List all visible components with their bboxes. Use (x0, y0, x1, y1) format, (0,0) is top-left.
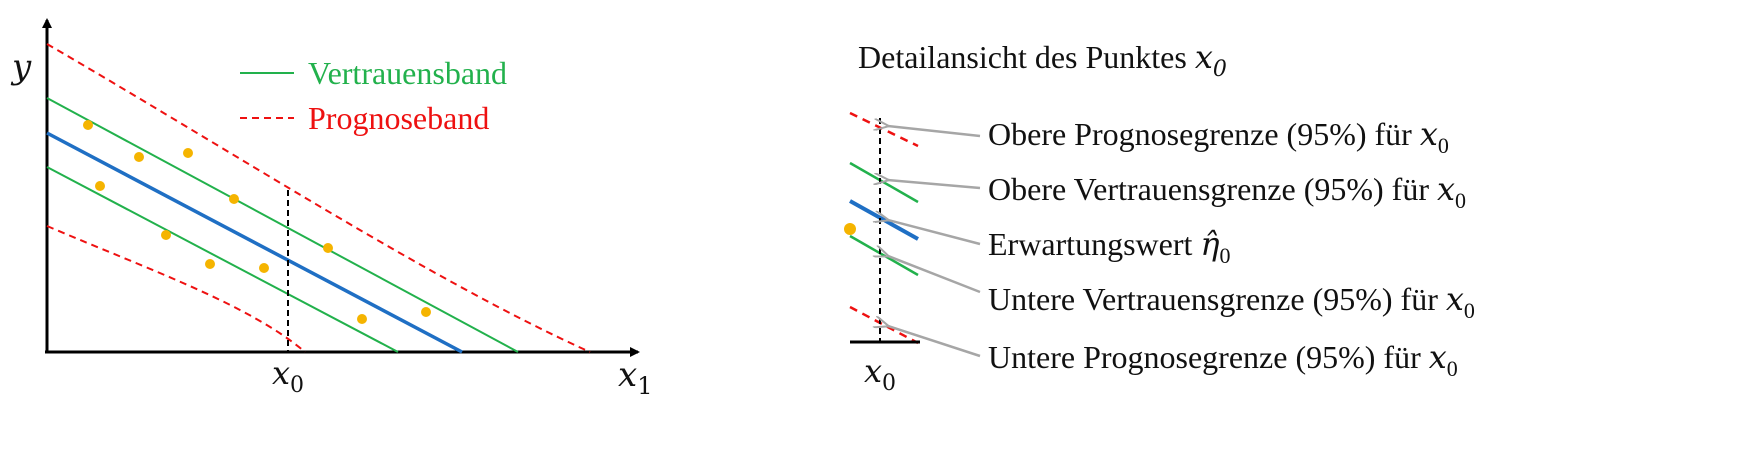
detail-regression-line (849, 199, 919, 241)
legend-prediction-label: Prognoseband (308, 100, 489, 136)
data-point (95, 181, 105, 191)
detail-title: Detailansicht des Punktes x0 (858, 38, 1227, 82)
detail-x0-label: x0 (864, 352, 896, 396)
x0-axis-label: x0 (272, 354, 304, 398)
data-point (229, 194, 239, 204)
detail-confidence-lower (849, 234, 919, 277)
arrow-upper-confidence (888, 180, 981, 190)
detail-view: Detailansicht des Punktes x0 x0 Obere Pr… (844, 38, 1475, 396)
arrow-expected-value (888, 220, 981, 246)
x-axis-label: x1 (618, 355, 652, 400)
prediction-band-lower (46, 225, 306, 353)
data-point (134, 152, 144, 162)
y-axis-label: y (10, 47, 32, 87)
detail-prediction-lower (849, 305, 919, 345)
label-lower-prediction: Untere Prognosegrenze (95%) für x0 (988, 338, 1458, 381)
data-point (161, 230, 171, 240)
label-upper-prediction: Obere Prognosegrenze (95%) für x0 (988, 115, 1449, 158)
prediction-band-upper (46, 43, 591, 353)
arrow-lower-confidence (888, 256, 981, 294)
data-points (83, 120, 431, 324)
data-point (323, 243, 333, 253)
detail-prediction-upper (849, 111, 919, 148)
label-expected-value: Erwartungswert η̂0 (988, 225, 1231, 268)
arrow-upper-prediction (888, 126, 981, 138)
confidence-band-lower (46, 166, 399, 353)
detail-data-point (844, 223, 856, 235)
data-point (357, 314, 367, 324)
data-point (205, 259, 215, 269)
regression-plot: y x1 x0 Vertrauensban (10, 18, 652, 400)
arrow-lower-prediction (888, 326, 981, 358)
label-lower-confidence: Untere Vertrauensgrenze (95%) für x0 (988, 280, 1475, 323)
legend: Vertrauensband Prognoseband (240, 55, 507, 136)
regression-line (46, 131, 463, 354)
legend-confidence-label: Vertrauensband (308, 55, 507, 91)
data-point (421, 307, 431, 317)
annotation-arrows (888, 126, 981, 358)
data-point (259, 263, 269, 273)
label-upper-confidence: Obere Vertrauensgrenze (95%) für x0 (988, 170, 1466, 213)
confidence-band-upper (46, 97, 519, 353)
data-point (183, 148, 193, 158)
data-point (83, 120, 93, 130)
